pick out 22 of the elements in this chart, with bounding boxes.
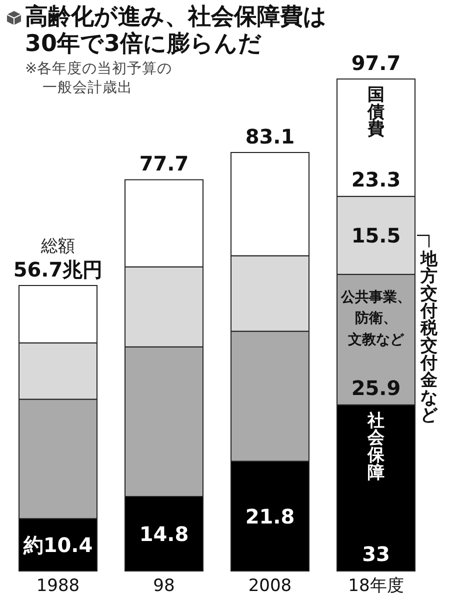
data-label: 15.5 xyxy=(351,224,401,248)
data-label: 14.8 xyxy=(139,522,189,546)
annotation: 総額 xyxy=(40,236,75,256)
series-label: 公共事業、防衛、文教など xyxy=(340,289,411,348)
series-label: 社会保障 xyxy=(366,410,386,483)
text: 地方交付税交付金など xyxy=(420,249,438,426)
chart-title: 高齢化が進み、社会保障費は30年で3倍に膨らんだ xyxy=(25,4,328,58)
x-tick-label: 98 xyxy=(153,576,175,596)
total-label: 56.7兆円 xyxy=(13,257,103,282)
data-label: 約10.4 xyxy=(22,533,93,558)
data-label: 23.3 xyxy=(351,167,401,192)
total-label: 97.7 xyxy=(351,51,401,75)
data-label: 25.9 xyxy=(351,376,401,400)
data-label: 21.8 xyxy=(245,504,295,528)
total-label: 77.7 xyxy=(139,152,189,176)
x-tick-label: 1988 xyxy=(36,576,80,596)
total-label: 83.1 xyxy=(245,124,295,149)
chart-subtitle: ※各年度の当初予算の一般会計歳出 xyxy=(25,60,174,98)
x-tick-label: 2008 xyxy=(248,576,292,596)
x-tick-label: 18年度 xyxy=(348,576,404,596)
data-label: 33 xyxy=(362,542,390,566)
series-label: 国債費 xyxy=(366,85,384,140)
